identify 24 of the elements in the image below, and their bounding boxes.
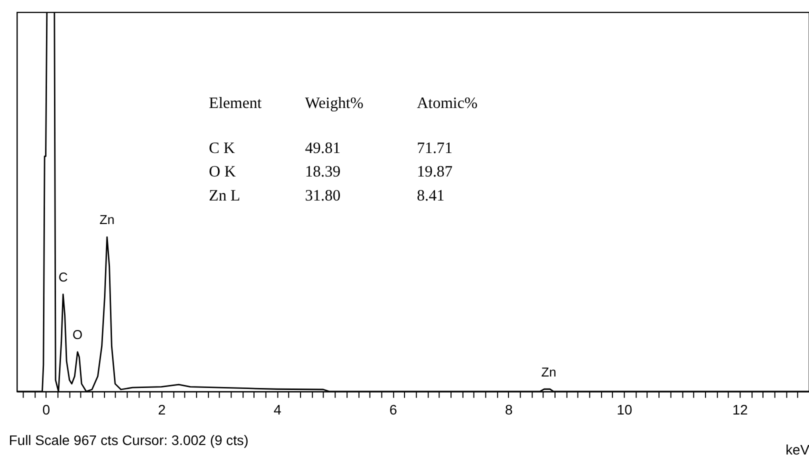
annotation: 8.41	[416, 187, 445, 204]
x-tick-label: 12	[732, 402, 748, 418]
text: Full Scale 967 cts Cursor: 3.002 (9 cts)	[8, 432, 248, 448]
annotation: 49.81	[304, 140, 341, 157]
x-tick-label: 0	[42, 402, 50, 418]
annotation: Zn	[541, 364, 556, 380]
annotation: Atomic%	[416, 95, 478, 112]
x-tick-label: 6	[389, 402, 398, 418]
x-tick-label: 4	[274, 402, 282, 418]
annotation: 71.71	[416, 140, 453, 157]
annotation: Zn	[100, 212, 115, 228]
x-tick-label: 8	[504, 402, 513, 418]
x-tick-label: 2	[158, 402, 166, 418]
annotation: Zn L	[208, 187, 240, 204]
annotation: Element	[208, 95, 262, 112]
annotation: 31.80	[304, 187, 341, 204]
annotation: O K	[208, 164, 236, 181]
annotation: O	[72, 327, 83, 342]
annotation: C	[58, 269, 68, 284]
x-tick-label: 10	[616, 402, 632, 418]
annotation: C K	[208, 140, 236, 157]
annotation: 19.87	[416, 164, 453, 181]
annotation: Weight%	[304, 95, 364, 112]
annotation: 18.39	[304, 164, 341, 181]
